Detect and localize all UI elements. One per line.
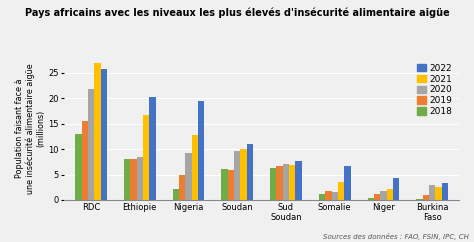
Bar (442, 183, 448, 200)
Bar (247, 144, 253, 200)
Bar (423, 195, 429, 200)
Bar (94, 62, 100, 200)
Bar (228, 170, 234, 200)
Text: Pays africains avec les niveaux les plus élevés d'insécurité alimentaire aigüe: Pays africains avec les niveaux les plus… (25, 7, 449, 18)
Bar (149, 97, 155, 200)
Bar (435, 187, 442, 200)
Text: Sources des données : FAO, FSIN, IPC, CH: Sources des données : FAO, FSIN, IPC, CH (323, 233, 469, 240)
Bar (368, 198, 374, 200)
Bar (198, 101, 204, 200)
Y-axis label: Population faisant face à
une insécurité alimentaire aigüe
(millions): Population faisant face à une insécurité… (15, 63, 46, 194)
Bar (319, 194, 325, 200)
Bar (380, 191, 387, 200)
Bar (270, 168, 276, 200)
Bar (130, 159, 137, 200)
Bar (416, 199, 423, 200)
Bar (338, 182, 344, 200)
Bar (88, 89, 94, 200)
Bar (100, 69, 107, 200)
Bar (124, 159, 130, 200)
Bar (234, 151, 240, 200)
Bar (325, 191, 331, 200)
Bar (82, 121, 88, 200)
Bar (179, 174, 185, 200)
Bar (289, 165, 295, 200)
Bar (387, 189, 393, 200)
Bar (221, 169, 228, 200)
Bar (276, 166, 283, 200)
Bar (374, 194, 380, 200)
Bar (143, 115, 149, 200)
Bar (75, 134, 82, 200)
Bar (283, 164, 289, 200)
Bar (429, 185, 435, 200)
Bar (295, 161, 302, 200)
Bar (173, 189, 179, 200)
Bar (191, 135, 198, 200)
Bar (331, 192, 338, 200)
Bar (185, 153, 191, 200)
Bar (137, 157, 143, 200)
Legend: 2022, 2021, 2020, 2019, 2018: 2022, 2021, 2020, 2019, 2018 (415, 62, 455, 118)
Bar (393, 178, 399, 200)
Bar (240, 149, 247, 200)
Bar (344, 166, 351, 200)
